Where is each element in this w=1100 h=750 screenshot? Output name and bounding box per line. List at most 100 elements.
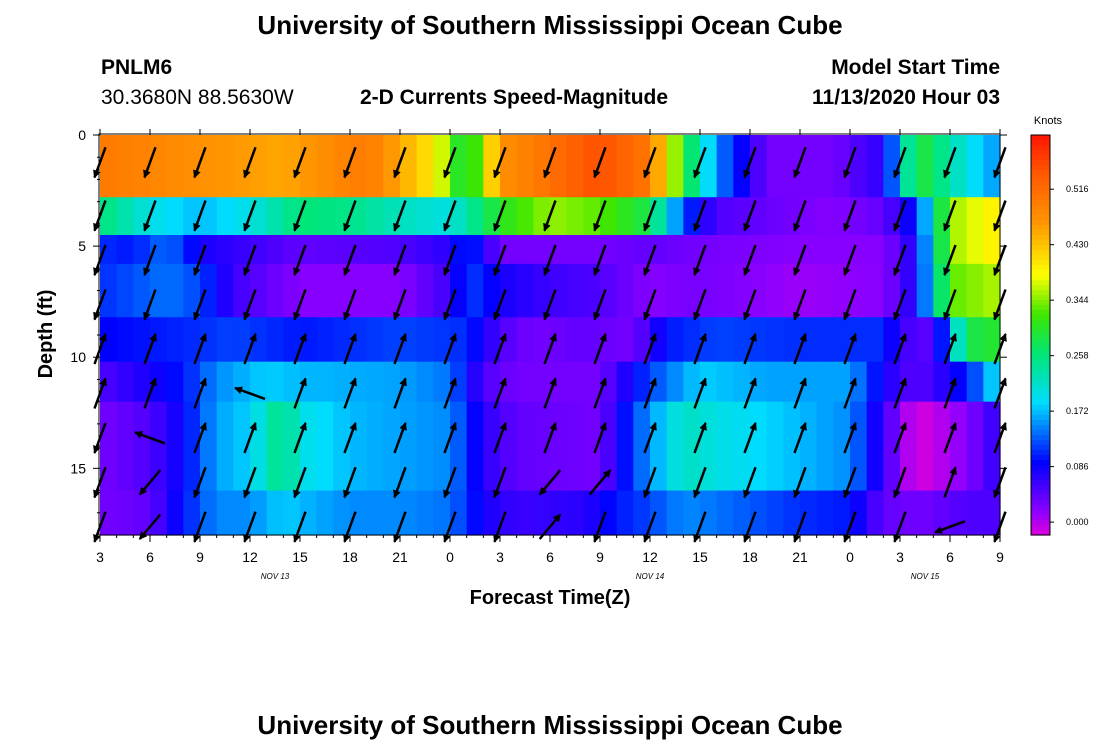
heatmap-cell [616, 317, 634, 363]
heatmap-cell [233, 235, 251, 265]
heatmap-cell [616, 197, 634, 236]
heatmap-cell [916, 361, 934, 403]
heatmap-cell [283, 317, 301, 363]
heatmap-cell [300, 197, 318, 236]
heatmap-cell [633, 490, 651, 536]
heatmap-cell [816, 361, 834, 403]
colorbar-swatch [1031, 260, 1050, 266]
colorbar-swatch [1031, 140, 1050, 146]
heatmap-cell [650, 490, 668, 536]
heatmap-cell [850, 263, 868, 318]
heatmap-cell [750, 135, 768, 198]
heatmap-cell [433, 197, 451, 236]
colorbar-swatch [1031, 340, 1050, 346]
heatmap-cell [800, 361, 818, 403]
current-vector [343, 200, 357, 232]
heatmap-cell [800, 263, 818, 318]
heatmap-cell [866, 263, 884, 318]
heatmap-cell [783, 135, 801, 198]
heatmap-cell [383, 197, 401, 236]
heatmap-cell [350, 361, 368, 403]
current-vector [593, 377, 607, 409]
current-vector [693, 244, 707, 277]
current-vector [134, 431, 166, 445]
heatmap-cell [933, 135, 951, 198]
heatmap-cell [600, 490, 618, 536]
heatmap-cell [516, 235, 534, 265]
current-vector [234, 386, 266, 401]
heatmap-cell [483, 197, 501, 236]
heatmap-cell [783, 235, 801, 265]
heatmap-cell [250, 135, 268, 198]
colorbar-swatch [1031, 360, 1050, 366]
heatmap-cell [350, 490, 368, 536]
current-vector [643, 421, 657, 454]
current-vector [843, 421, 857, 454]
heatmap-cell [466, 490, 484, 536]
heatmap-cell [216, 401, 234, 492]
current-vector [243, 421, 257, 454]
colorbar-swatch [1031, 410, 1050, 416]
heatmap-cell [383, 235, 401, 265]
colorbar-swatch [1031, 395, 1050, 401]
heatmap-cell [766, 135, 784, 198]
heatmap-cell [900, 490, 918, 536]
current-vector [543, 421, 557, 454]
heatmap-cell [533, 235, 551, 265]
heatmap-cell [733, 235, 751, 265]
heatmap-cell [133, 135, 151, 198]
current-vector [93, 422, 107, 454]
heatmap-cell [133, 317, 151, 363]
heatmap-cell [566, 263, 584, 318]
heatmap-cell [733, 317, 751, 363]
heatmap-cell [150, 317, 168, 363]
colorbar-swatch [1031, 485, 1050, 491]
heatmap-cell [450, 490, 468, 536]
heatmap-cell [733, 490, 751, 536]
heatmap-cell [116, 197, 134, 236]
current-vector [393, 146, 407, 179]
heatmap-cell [166, 197, 184, 236]
heatmap-cell [583, 263, 601, 318]
current-vector [743, 377, 757, 409]
current-vector [793, 466, 807, 499]
current-vector [193, 421, 207, 454]
heatmap-cell [683, 317, 701, 363]
heatmap-cell [616, 235, 634, 265]
heatmap-cell [416, 197, 434, 236]
heatmap-cell [683, 490, 701, 536]
heatmap-cell [883, 197, 901, 236]
heatmap-cell [633, 317, 651, 363]
current-vector [343, 289, 357, 321]
heatmap-cell [966, 263, 984, 318]
heatmap-cell [716, 490, 734, 536]
current-vector [643, 200, 657, 232]
heatmap-cell [983, 490, 1001, 536]
chart-title: 2-D Currents Speed-Magnitude [360, 86, 669, 109]
current-vector [393, 333, 407, 365]
heatmap-cell [966, 401, 984, 492]
heatmap-cell [833, 490, 851, 536]
current-vector [193, 200, 207, 232]
current-vector [493, 289, 507, 321]
heatmap-cell [650, 197, 668, 236]
heatmap-cell [500, 235, 518, 265]
current-vector [943, 466, 957, 498]
colorbar-swatch [1031, 450, 1050, 456]
heatmap-cell [550, 263, 568, 318]
heatmap-cell [850, 361, 868, 403]
current-vector [793, 377, 807, 409]
colorbar-swatch [1031, 365, 1050, 371]
current-vector [343, 466, 357, 499]
current-vector [743, 421, 757, 454]
current-vector [393, 421, 407, 454]
colorbar-swatch [1031, 375, 1050, 381]
current-vector [943, 421, 957, 454]
heatmap-cell [516, 197, 534, 236]
current-vector [643, 466, 657, 499]
colorbar-swatch [1031, 500, 1050, 506]
heatmap-cell [250, 263, 268, 318]
current-vector [743, 200, 757, 232]
current-vector [843, 146, 857, 179]
x-tick-label: 6 [546, 549, 554, 565]
